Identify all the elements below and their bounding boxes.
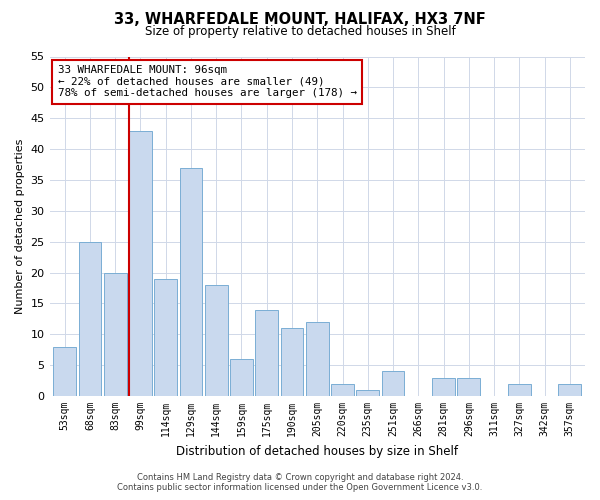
Bar [382, 372, 404, 396]
Bar [256, 310, 278, 396]
Bar [205, 285, 227, 396]
Bar [230, 359, 253, 396]
Bar [508, 384, 530, 396]
Bar [53, 346, 76, 396]
Bar [432, 378, 455, 396]
Bar [104, 272, 127, 396]
Text: Contains HM Land Registry data © Crown copyright and database right 2024.
Contai: Contains HM Land Registry data © Crown c… [118, 473, 482, 492]
Bar [281, 328, 304, 396]
Bar [179, 168, 202, 396]
X-axis label: Distribution of detached houses by size in Shelf: Distribution of detached houses by size … [176, 444, 458, 458]
Text: 33, WHARFEDALE MOUNT, HALIFAX, HX3 7NF: 33, WHARFEDALE MOUNT, HALIFAX, HX3 7NF [114, 12, 486, 28]
Bar [457, 378, 480, 396]
Text: 33 WHARFEDALE MOUNT: 96sqm
← 22% of detached houses are smaller (49)
78% of semi: 33 WHARFEDALE MOUNT: 96sqm ← 22% of deta… [58, 65, 356, 98]
Bar [154, 279, 177, 396]
Bar [79, 242, 101, 396]
Bar [356, 390, 379, 396]
Bar [129, 130, 152, 396]
Bar [306, 322, 329, 396]
Text: Size of property relative to detached houses in Shelf: Size of property relative to detached ho… [145, 25, 455, 38]
Bar [559, 384, 581, 396]
Bar [331, 384, 354, 396]
Y-axis label: Number of detached properties: Number of detached properties [15, 138, 25, 314]
